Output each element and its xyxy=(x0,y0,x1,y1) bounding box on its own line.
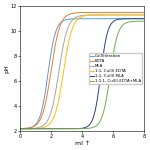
Y-axis label: pH: pH xyxy=(4,64,9,73)
X-axis label: ml ↑: ml ↑ xyxy=(75,141,90,146)
Legend: Cu(II)titration, EDTA, MLA, 1:1, Cu(II) EDTA, 1:1, Cu(II) MLA, 1:1:1, Cu(II)-EDT: Cu(II)titration, EDTA, MLA, 1:1, Cu(II) … xyxy=(89,53,142,84)
